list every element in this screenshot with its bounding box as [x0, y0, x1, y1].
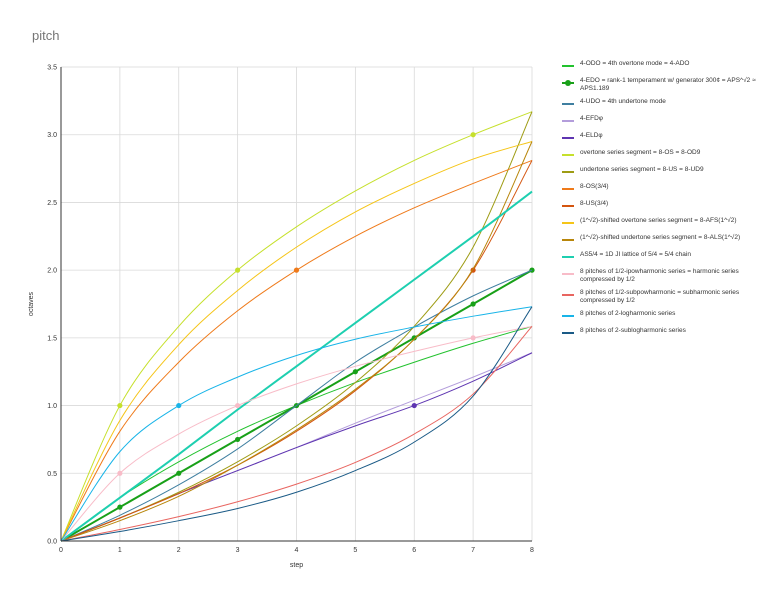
x-axis-label: step	[290, 562, 303, 569]
legend-swatch	[562, 251, 574, 263]
chart-title: pitch	[32, 28, 60, 43]
legend-label: 4-UDO = 4th undertone mode	[580, 98, 666, 105]
series-line	[60, 326, 533, 542]
legend-item: 8 pitches of 1/2-subpowharmonic = subhar…	[562, 289, 772, 305]
legend-label: 8-US(3/4)	[580, 200, 609, 207]
axes: 0 1 2 3 4 5 6 7 8 0.0 0.5 1.0 1.5 2.0 2.5 3.0 3.5 step oct…	[28, 65, 534, 570]
legend-swatch	[562, 200, 574, 212]
data-point	[470, 132, 476, 138]
data-point	[470, 335, 476, 341]
legend-label: AS5/4 = 1D JI lattice of 5/4 = 5/4 chain	[580, 251, 691, 258]
y-tick-label: 3.5	[47, 65, 57, 72]
series-line	[60, 269, 533, 542]
y-tick-label: 1.5	[47, 335, 57, 342]
legend-label: 4-ODO = 4th overtone mode = 4-ADO	[580, 60, 690, 67]
legend-item: 8-OS(3/4)	[562, 183, 772, 195]
legend-swatch	[562, 310, 574, 322]
series-line	[60, 306, 533, 542]
legend-swatch	[562, 183, 574, 195]
y-tick-label: 0.0	[47, 539, 57, 546]
x-tick-label: 0	[59, 547, 63, 554]
x-tick-label: 4	[295, 547, 299, 554]
x-tick-label: 8	[530, 547, 534, 554]
y-tick-label: 0.5	[47, 471, 57, 478]
data-point	[235, 267, 241, 273]
legend-swatch	[562, 166, 574, 178]
data-point	[117, 470, 123, 476]
data-point	[117, 504, 123, 510]
legend-item: 8 pitches of 1/2-ipowharmonic series = h…	[562, 268, 772, 284]
legend-label: (1^√2)-shifted overtone series segment =…	[580, 217, 737, 224]
series-line	[60, 141, 533, 542]
data-point	[117, 402, 123, 409]
x-tick-label: 3	[236, 547, 240, 554]
data-point	[352, 369, 358, 375]
x-tick-label: 6	[412, 547, 416, 554]
legend-item: 4-EDO = rank-1 temperament w/ generator …	[562, 77, 772, 93]
legend-item: 4-EFDφ	[562, 115, 772, 127]
legend-swatch	[562, 149, 574, 161]
data-point	[293, 267, 300, 273]
chart-legend: 4-ODO = 4th overtone mode = 4-ADO 4-EDO =…	[562, 60, 772, 344]
legend-label: 4-EDO = rank-1 temperament w/ generator …	[580, 77, 756, 92]
legend-swatch	[562, 268, 574, 280]
data-point	[176, 470, 182, 476]
data-point	[176, 402, 182, 409]
x-tick-label: 7	[471, 547, 475, 554]
legend-label: 8 pitches of 1/2-ipowharmonic series = h…	[580, 268, 739, 283]
y-tick-label: 3.0	[47, 132, 57, 139]
x-tick-label: 1	[118, 547, 122, 554]
series-line	[60, 325, 533, 542]
legend-label: 8 pitches of 2-sublogharmonic series	[580, 327, 686, 334]
data-point	[411, 335, 417, 341]
legend-label: 4-ELDφ	[580, 132, 603, 139]
y-tick-label: 2.5	[47, 200, 57, 207]
legend-swatch	[562, 234, 574, 246]
legend-item: 4-ODO = 4th overtone mode = 4-ADO	[562, 60, 772, 72]
series-line	[60, 141, 533, 542]
legend-label: 8 pitches of 2-logharmonic series	[580, 310, 676, 317]
legend-label: 8 pitches of 1/2-subpowharmonic = subhar…	[580, 289, 740, 304]
legend-swatch	[562, 289, 574, 301]
series-line	[60, 159, 533, 542]
legend-swatch	[562, 132, 574, 144]
legend-item: overtone series segment = 8-OS = 8-OD9	[562, 149, 772, 161]
legend-swatch	[562, 60, 574, 72]
y-axis-label: octaves	[28, 291, 35, 316]
legend-swatch	[562, 327, 574, 339]
y-tick-label: 1.0	[47, 403, 57, 410]
legend-swatch	[562, 217, 574, 229]
legend-item: 4-ELDφ	[562, 132, 772, 144]
legend-item: 8 pitches of 2-sublogharmonic series	[562, 327, 772, 339]
series-line	[60, 190, 533, 542]
series-group	[60, 111, 535, 542]
data-point	[235, 436, 241, 443]
legend-label: 4-EFDφ	[580, 115, 603, 122]
legend-label: 8-OS(3/4)	[580, 183, 609, 190]
legend-item: 8-US(3/4)	[562, 200, 772, 212]
y-tick-label: 2.0	[47, 268, 57, 275]
data-point	[235, 402, 241, 409]
series-line	[60, 306, 533, 542]
legend-swatch	[562, 115, 574, 127]
legend-item: 4-UDO = 4th undertone mode	[562, 98, 772, 110]
legend-swatch	[562, 98, 574, 110]
legend-item: (1^√2)-shifted undertone series segment …	[562, 234, 772, 246]
legend-item: (1^√2)-shifted overtone series segment =…	[562, 217, 772, 229]
legend-label: overtone series segment = 8-OS = 8-OD9	[580, 149, 701, 156]
data-point	[470, 301, 476, 307]
legend-item: undertone series segment = 8-US = 8-UD9	[562, 166, 772, 178]
legend-label: (1^√2)-shifted undertone series segment …	[580, 234, 741, 241]
legend-item: AS5/4 = 1D JI lattice of 5/4 = 5/4 chain	[562, 251, 772, 263]
legend-swatch	[562, 77, 574, 89]
data-point	[411, 402, 417, 409]
legend-label: undertone series segment = 8-US = 8-UD9	[580, 166, 704, 173]
x-tick-label: 5	[353, 547, 357, 554]
x-tick-label: 2	[177, 547, 181, 554]
legend-item: 8 pitches of 2-logharmonic series	[562, 310, 772, 322]
grid	[60, 66, 533, 542]
